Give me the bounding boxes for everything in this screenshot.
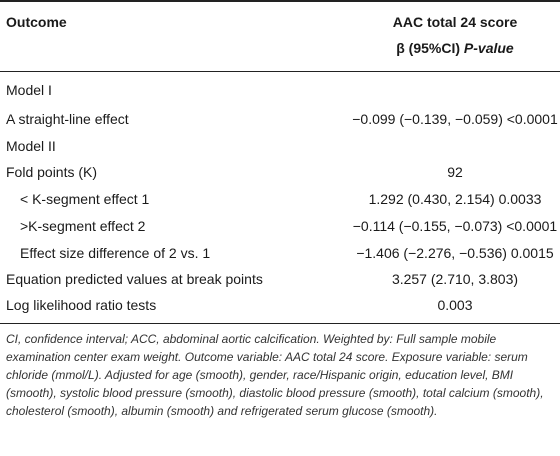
row-label: Equation predicted values at break point… xyxy=(6,271,263,287)
column-subtitle-beta: β (95%CI) xyxy=(396,40,464,56)
table-bottom-rule xyxy=(0,323,560,324)
table-row: A straight-line effect −0.099 (−0.139, −… xyxy=(0,111,560,135)
row-label: Model I xyxy=(6,82,52,98)
table-row: >K-segment effect 2 −0.114 (−0.155, −0.0… xyxy=(0,218,560,242)
row-label: Fold points (K) xyxy=(6,164,98,180)
row-value: 1.292 (0.430, 2.154) 0.0033 xyxy=(368,191,542,207)
table-footnote: CI, confidence interval; ACC, abdominal … xyxy=(6,332,544,418)
header-rule xyxy=(0,71,560,72)
row-label: < K-segment effect 1 xyxy=(20,191,150,207)
table-row: Effect size difference of 2 vs. 1 −1.406… xyxy=(0,245,560,269)
row-label: Effect size difference of 2 vs. 1 xyxy=(20,245,211,261)
row-value: 92 xyxy=(447,164,463,180)
row-value: −0.099 (−0.139, −0.059) <0.0001 xyxy=(352,111,558,127)
outcome-header: Outcome xyxy=(6,14,67,30)
row-label: Model II xyxy=(6,138,56,154)
column-subtitle-pvalue: P-value xyxy=(463,40,514,56)
table-row: < K-segment effect 1 1.292 (0.430, 2.154… xyxy=(0,191,560,215)
row-value: −0.114 (−0.155, −0.073) <0.0001 xyxy=(352,218,558,234)
table-row: Model II xyxy=(0,138,560,162)
row-label: >K-segment effect 2 xyxy=(20,218,146,234)
row-value: −1.406 (−2.276, −0.536) 0.0015 xyxy=(356,245,554,261)
table-row: Model I xyxy=(0,82,560,106)
column-title: AAC total 24 score xyxy=(392,14,518,30)
table-row: Log likelihood ratio tests 0.003 xyxy=(0,297,560,321)
column-subtitle: β (95%CI) P-value xyxy=(330,40,560,56)
table-top-rule xyxy=(0,0,560,2)
row-label: Log likelihood ratio tests xyxy=(6,297,157,313)
table-row: Equation predicted values at break point… xyxy=(0,271,560,295)
row-value: 0.003 xyxy=(437,297,473,313)
row-label: A straight-line effect xyxy=(6,111,129,127)
table-row: Fold points (K) 92 xyxy=(0,164,560,188)
row-value: 3.257 (2.710, 3.803) xyxy=(391,271,519,287)
